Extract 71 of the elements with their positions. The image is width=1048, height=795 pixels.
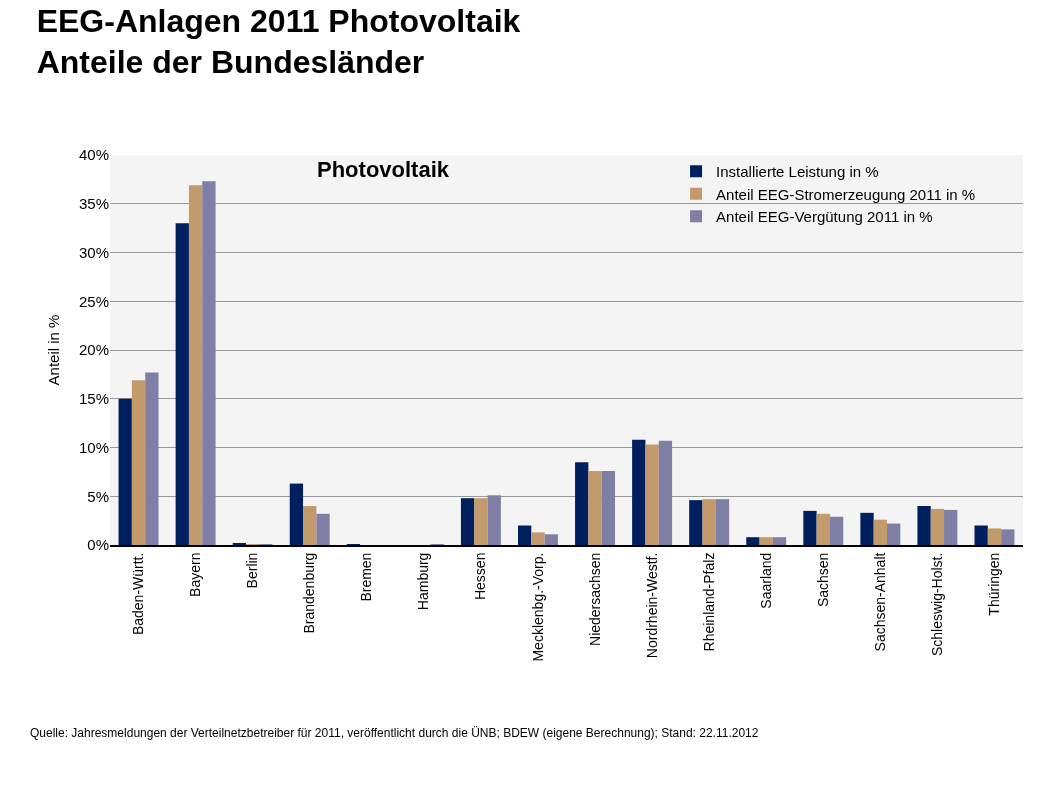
- x-tick-label: Saarland: [757, 552, 774, 609]
- x-tick-label: Brandenburg: [301, 552, 318, 634]
- bar: [588, 470, 602, 545]
- bar: [987, 528, 1002, 545]
- y-axis-title: Anteil in %: [45, 314, 63, 386]
- bar: [544, 534, 558, 545]
- x-tick-label: Nordrhein-Westf.: [643, 552, 660, 659]
- y-tick-label: 5%: [87, 487, 109, 505]
- bar: [715, 499, 730, 545]
- x-tick-label: Sachsen: [814, 552, 831, 608]
- bar: [702, 499, 716, 545]
- y-tick-label: 25%: [78, 292, 109, 310]
- bar: [1001, 529, 1015, 545]
- x-tick-label: Bremen: [358, 552, 375, 602]
- bar: [930, 508, 945, 545]
- bar: [118, 398, 132, 545]
- y-tick-label: 15%: [78, 390, 109, 407]
- y-tick-label: 10%: [78, 438, 109, 456]
- bar: [974, 525, 988, 545]
- bar: [145, 372, 159, 545]
- x-tick-label: Hamburg: [415, 552, 432, 611]
- chart-subtitle: Photovoltaik: [317, 157, 450, 182]
- x-tick-label: Rheinland-Pfalz: [700, 552, 717, 652]
- x-tick-label: Hessen: [472, 552, 489, 601]
- bar: [772, 537, 787, 545]
- y-tick-label: 0%: [87, 536, 109, 554]
- bar: [816, 513, 830, 545]
- bar: [645, 444, 659, 545]
- x-tick-label: Sachsen-Anhalt: [871, 552, 888, 652]
- x-tick-label: Thüringen: [986, 552, 1003, 616]
- x-tick-label: Berlin: [244, 552, 261, 589]
- bar: [303, 506, 317, 545]
- x-tick-label: Mecklenbg.-Vorp.: [529, 552, 546, 662]
- bar: [316, 513, 330, 545]
- bar: [658, 440, 673, 545]
- legend-label: Anteil EEG-Vergütung 2011 in %: [716, 208, 933, 226]
- bar: [944, 509, 958, 545]
- bar: [175, 223, 189, 545]
- bar: [887, 523, 901, 545]
- bar: [518, 525, 532, 545]
- bar: [860, 512, 874, 545]
- bar: [188, 185, 203, 545]
- bar: [917, 506, 931, 545]
- y-tick-label: 40%: [78, 146, 109, 164]
- x-tick-label: Baden-Württ.: [130, 552, 147, 636]
- bar: [632, 439, 646, 545]
- bar: [202, 181, 216, 545]
- legend-label: Anteil EEG-Stromerzeugung 2011 in %: [716, 185, 976, 203]
- bar: [131, 380, 146, 545]
- bar: [689, 500, 703, 545]
- bar: [460, 498, 475, 545]
- source-note: Quelle: Jahresmeldungen der Verteilnetzbetreiber für 2011, veröffentlicht durch die ÜNB; BDEW (eigene Berechnung); Stand: 22.11.2012: [30, 726, 759, 740]
- bar: [803, 510, 817, 545]
- bar: [575, 462, 589, 545]
- bar: [474, 498, 488, 545]
- x-tick-label: Bayern: [187, 552, 204, 597]
- bar: [873, 519, 887, 545]
- bar: [487, 495, 501, 545]
- legend-label: Installierte Leistung in %: [716, 163, 879, 181]
- bar: [531, 532, 545, 545]
- bar: [746, 537, 760, 545]
- chart-title: EEG-Anlagen 2011 Photovoltaik Anteile der Bundesländer: [36, 2, 521, 81]
- x-tick-label: Niedersachsen: [586, 552, 603, 646]
- x-tick-label: Schleswig-Holst.: [928, 552, 945, 657]
- y-tick-label: 35%: [78, 195, 109, 212]
- bar: [601, 470, 615, 545]
- y-tick-label: 30%: [78, 243, 109, 261]
- y-tick-label: 20%: [78, 341, 109, 359]
- bar: [289, 483, 304, 545]
- bar: [829, 516, 844, 545]
- bar: [759, 537, 773, 545]
